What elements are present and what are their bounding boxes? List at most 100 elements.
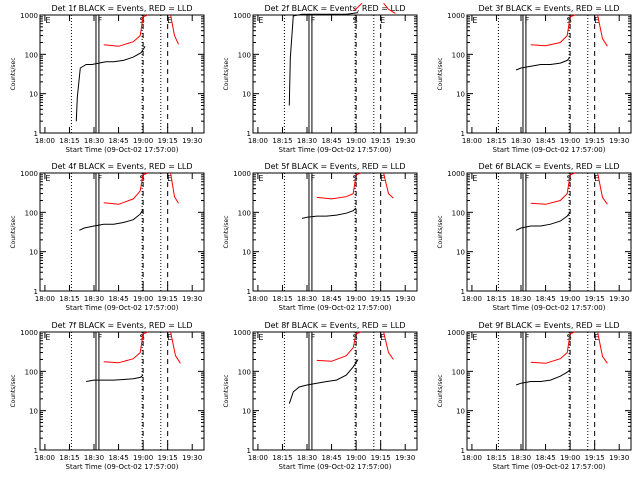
x-tick-label: 18:00 [462, 137, 482, 145]
x-tick-label: 19:00 [133, 137, 153, 145]
panel-8: Det 8f BLACK = Events, RED = LLD 1 10 100 10… [223, 321, 418, 471]
y-tick-label: 10 [29, 408, 38, 416]
x-tick-label: 18:30 [84, 137, 104, 145]
y-axis-label: Counts/sec [437, 215, 444, 248]
panel-title: Det 1f BLACK = Events, RED = LLD [51, 4, 192, 13]
panel-title: Det 4f BLACK = Events, RED = LLD [51, 162, 192, 171]
event-label: F [98, 16, 103, 25]
x-tick-label: 18:15 [486, 137, 506, 145]
y-axis-label: Counts/sec [437, 374, 444, 407]
x-tick-label: 18:15 [486, 295, 506, 303]
y-tick-label: 1 [461, 130, 465, 138]
y-tick-label: 1000 [20, 329, 38, 337]
x-tick-label: 18:45 [535, 454, 555, 462]
y-tick-label: 1000 [447, 329, 465, 337]
panel-title: Det 7f BLACK = Events, RED = LLD [51, 321, 192, 330]
black-series-line [75, 46, 146, 122]
y-tick-label: 100 [238, 51, 251, 59]
panel-title: Det 6f BLACK = Events, RED = LLD [478, 162, 619, 171]
event-label: E [594, 174, 599, 183]
x-tick-label: 19:00 [133, 295, 153, 303]
black-series-line [288, 359, 359, 404]
x-tick-label: 18:45 [321, 137, 341, 145]
x-tick-label: 18:45 [321, 295, 341, 303]
panel-title: Det 3f BLACK = Events, RED = LLD [478, 4, 619, 13]
x-tick-label: 19:15 [371, 137, 391, 145]
y-axis-label: Counts/sec [223, 57, 230, 90]
plot-frame [39, 172, 205, 292]
y-axis-label: Counts/sec [10, 215, 17, 248]
event-label: F [525, 333, 530, 342]
event-label: E [594, 16, 599, 25]
red-series-line [383, 2, 396, 14]
y-tick-label: 1000 [447, 170, 465, 178]
y-tick-label: 1 [247, 447, 251, 455]
x-tick-label: 19:15 [585, 295, 605, 303]
x-tick-label: 19:15 [158, 454, 178, 462]
x-tick-label: 18:15 [486, 454, 506, 462]
x-tick-label: 18:30 [511, 454, 531, 462]
x-tick-label: 18:45 [535, 137, 555, 145]
x-tick-label: 18:30 [511, 295, 531, 303]
red-series-line [170, 331, 181, 364]
red-series-line [103, 14, 149, 47]
plot-frame [39, 14, 205, 134]
x-tick-label: 18:45 [108, 295, 128, 303]
red-series-line [383, 172, 394, 199]
y-tick-label: 1 [247, 288, 251, 296]
event-label: E [167, 16, 172, 25]
black-series-line [515, 56, 571, 71]
black-series-line [515, 211, 571, 231]
y-tick-label: 1 [34, 130, 38, 138]
x-axis-label: Start Time (09-Oct-02 17:57:00) [493, 146, 606, 154]
x-tick-label: 19:30 [182, 454, 202, 462]
red-series-line [597, 172, 608, 205]
y-axis-label: Counts/sec [10, 374, 17, 407]
black-series-line [301, 207, 357, 219]
event-label: S [353, 16, 358, 25]
x-axis-label: Start Time (09-Oct-02 17:57:00) [493, 304, 606, 312]
x-axis-label: Start Time (09-Oct-02 17:57:00) [279, 146, 392, 154]
red-series-line [316, 331, 362, 362]
x-tick-label: 19:30 [609, 295, 629, 303]
y-tick-label: 1000 [233, 12, 251, 20]
event-label: E [258, 333, 263, 342]
x-axis-label: Start Time (09-Oct-02 17:57:00) [279, 463, 392, 471]
x-tick-label: 18:15 [272, 295, 292, 303]
red-series-line [316, 172, 362, 200]
panel-2: Det 2f BLACK = Events, RED = LLD 1 10 100 10… [223, 2, 418, 154]
x-tick-label: 19:00 [346, 295, 366, 303]
y-tick-label: 100 [25, 368, 38, 376]
x-tick-label: 19:15 [371, 454, 391, 462]
red-series-line [530, 331, 576, 364]
event-label: E [258, 174, 263, 183]
panel-5: Det 5f BLACK = Events, RED = LLD 1 10 100 10… [223, 162, 418, 312]
x-tick-label: 19:15 [585, 454, 605, 462]
y-tick-label: 1 [461, 447, 465, 455]
event-label: F [98, 174, 103, 183]
x-tick-label: 18:45 [108, 454, 128, 462]
x-tick-label: 18:30 [511, 137, 531, 145]
panel-title: Det 2f BLACK = Events, RED = LLD [264, 4, 405, 13]
x-tick-label: 19:30 [609, 454, 629, 462]
x-tick-label: 19:30 [182, 295, 202, 303]
y-tick-label: 100 [238, 209, 251, 217]
y-tick-label: 1000 [233, 170, 251, 178]
x-tick-label: 18:30 [84, 454, 104, 462]
event-label: E [472, 174, 477, 183]
panel-7: Det 7f BLACK = Events, RED = LLD 1 10 100 10… [10, 321, 205, 471]
x-tick-label: 18:45 [108, 137, 128, 145]
red-series-line [170, 14, 179, 45]
x-tick-label: 18:45 [321, 454, 341, 462]
red-series-line [103, 172, 149, 205]
y-axis-label: Counts/sec [223, 215, 230, 248]
x-tick-label: 19:00 [133, 454, 153, 462]
y-tick-label: 1 [247, 130, 251, 138]
event-label: E [594, 333, 599, 342]
event-label: E [45, 16, 50, 25]
x-axis-label: Start Time (09-Oct-02 17:57:00) [66, 304, 179, 312]
red-series-line [353, 2, 363, 11]
plot-frame [466, 14, 632, 134]
panel-title: Det 8f BLACK = Events, RED = LLD [264, 321, 405, 330]
